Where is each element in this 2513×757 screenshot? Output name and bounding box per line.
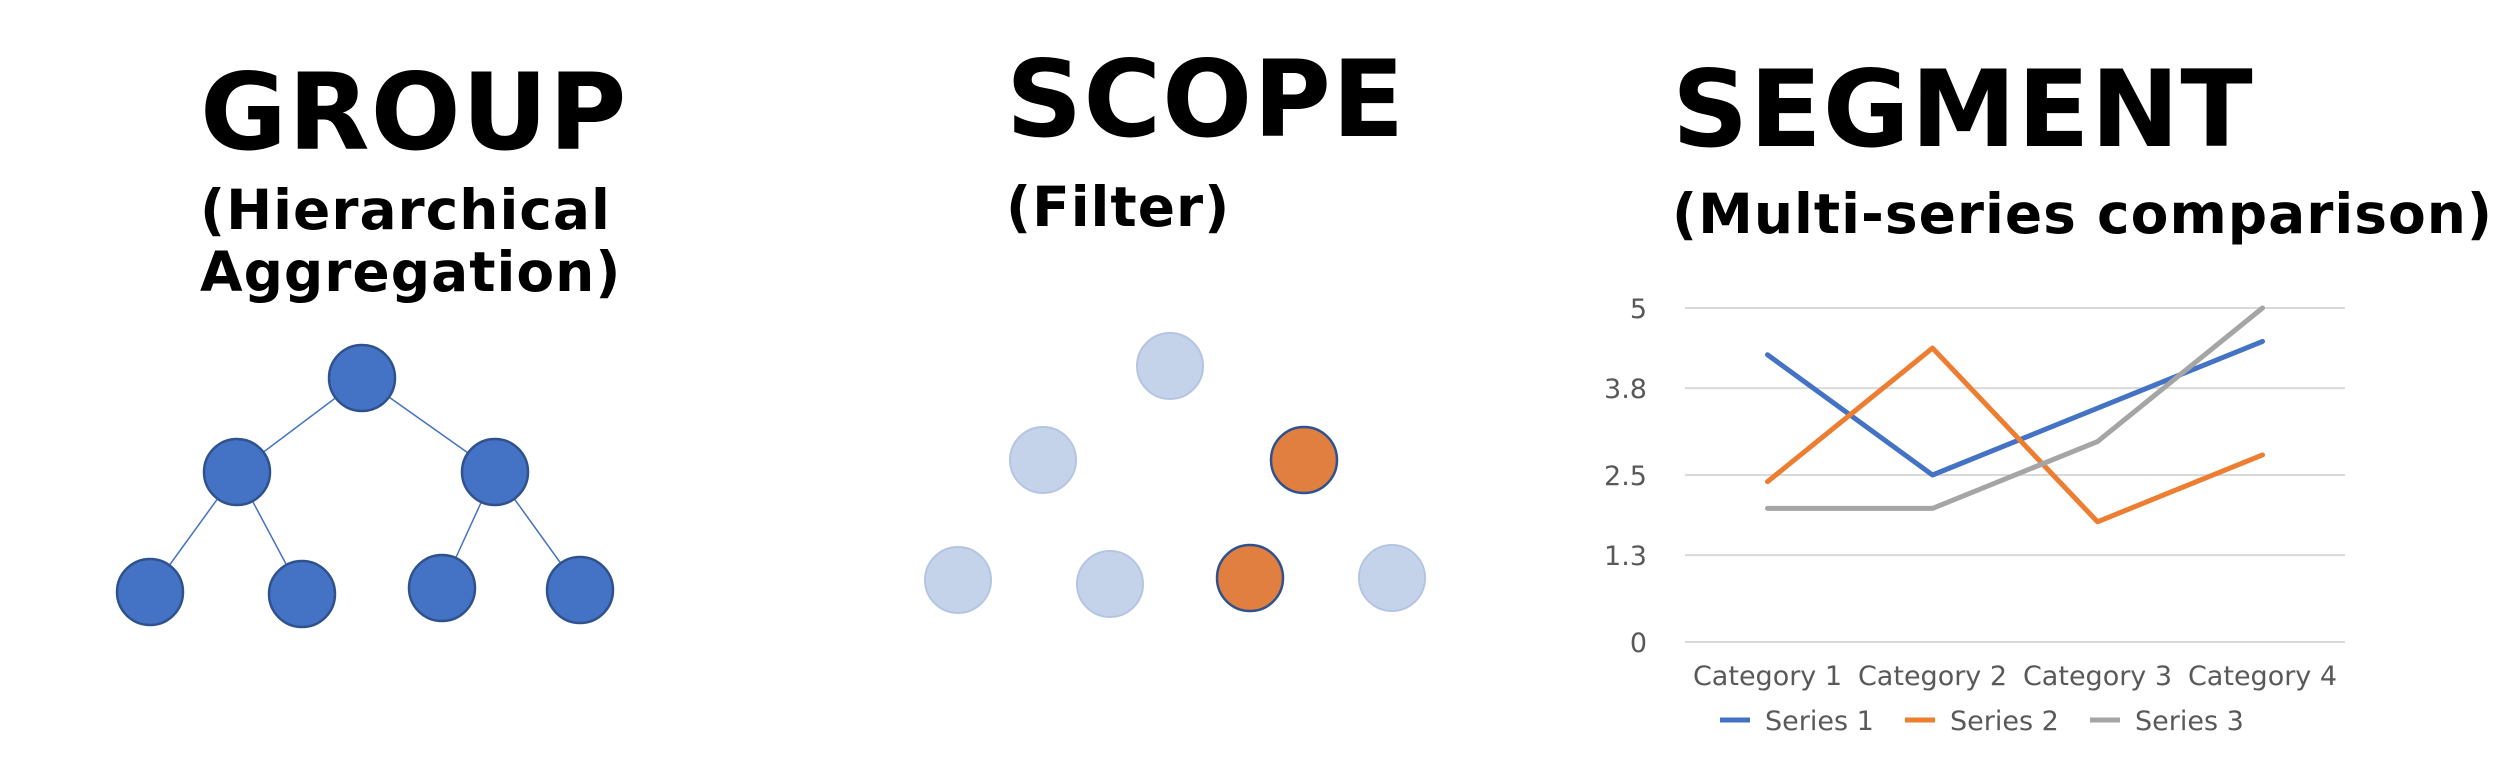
tree-node-left [202, 437, 272, 507]
segment-panel: SEGMENT (Multi-series comparison) 0 1.3 2.… [1600, 0, 2513, 757]
filter-diagram [924, 332, 1426, 618]
tree-node-leaf-1 [115, 557, 185, 627]
filter-node-dimmed [1136, 332, 1204, 400]
group-subtitle-line2: Aggregation) [200, 240, 622, 304]
y-tick-label: 1.3 [1604, 541, 1647, 572]
scope-subtitle: (Filter) [1006, 175, 1231, 239]
filter-node-selected [1269, 425, 1339, 495]
line-chart: 0 1.3 2.5 3.8 5 Category 1 Category 2 Category … [1604, 294, 2345, 737]
legend-label: Series 3 [2135, 706, 2244, 737]
tree-node-root [327, 343, 397, 413]
y-tick-label: 2.5 [1604, 461, 1647, 492]
group-panel: GROUP (Hierarchical Aggregation) [0, 0, 820, 757]
tree-node-leaf-4 [545, 555, 615, 625]
y-tick-label: 0 [1630, 628, 1647, 659]
x-tick-label: Category 2 [1858, 661, 2007, 692]
filter-node-dimmed [1076, 550, 1144, 618]
group-title: GROUP [200, 51, 628, 174]
segment-subtitle: (Multi-series comparison) [1672, 182, 2494, 246]
x-tick-label: Category 1 [1693, 661, 1842, 692]
scope-title: SCOPE [1006, 38, 1406, 161]
y-tick-label: 5 [1630, 294, 1647, 325]
tree-node-leaf-2 [267, 559, 337, 629]
filter-node-dimmed [924, 546, 992, 614]
group-subtitle-line1: (Hierarchical [200, 178, 611, 242]
legend-label: Series 2 [1950, 706, 2059, 737]
tree-node-right [460, 437, 530, 507]
filter-node-selected [1215, 543, 1285, 613]
x-tick-label: Category 3 [2023, 661, 2172, 692]
series-line [1765, 345, 2265, 525]
legend-label: Series 1 [1765, 706, 1874, 737]
filter-node-dimmed [1009, 426, 1077, 494]
hierarchy-tree-diagram [115, 343, 615, 629]
segment-title: SEGMENT [1672, 48, 2254, 171]
tree-node-leaf-3 [407, 553, 477, 623]
y-tick-label: 3.8 [1604, 374, 1647, 405]
series-line [1765, 338, 2265, 478]
x-tick-label: Category 4 [2188, 661, 2337, 692]
scope-panel: SCOPE (Filter) [820, 0, 1600, 757]
series-line [1765, 305, 2265, 511]
filter-node-dimmed [1358, 544, 1426, 612]
